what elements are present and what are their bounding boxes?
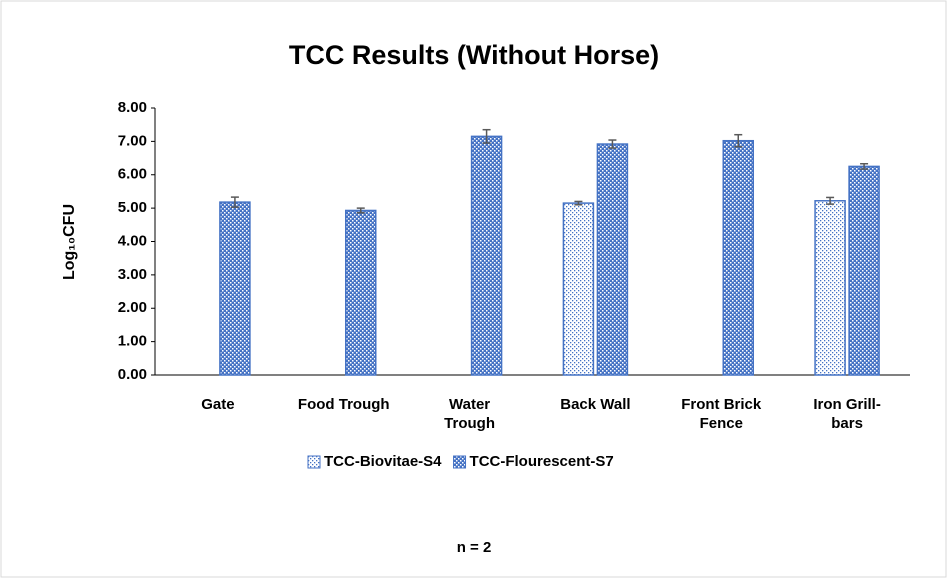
error-bar xyxy=(574,200,583,206)
y-tick-label: 8.00 xyxy=(118,99,147,116)
bar xyxy=(722,139,754,376)
x-tick-label: Gate xyxy=(201,396,235,413)
legend-label: TCC-Flourescent-S7 xyxy=(470,453,614,470)
error-bar xyxy=(482,128,491,144)
error-bar xyxy=(230,196,239,208)
legend-swatch xyxy=(453,455,467,469)
bar xyxy=(848,165,880,376)
x-tick-label: Front Brick Fence xyxy=(681,396,762,432)
error-bar xyxy=(356,207,365,214)
bar xyxy=(219,201,251,376)
y-tick-label: 1.00 xyxy=(118,333,147,350)
y-tick-label: 4.00 xyxy=(118,232,147,249)
error-bar xyxy=(860,162,869,170)
bar xyxy=(345,209,377,376)
y-axis-label: Log₁₀CFU xyxy=(61,204,78,280)
y-tick-label: 5.00 xyxy=(118,199,147,216)
y-tick-label: 7.00 xyxy=(118,132,147,149)
bar xyxy=(562,202,595,376)
x-tick-label: Water Trough xyxy=(444,396,495,432)
x-tick-label: Back Wall xyxy=(560,396,631,413)
error-bar xyxy=(608,139,617,149)
y-tick-label: 3.00 xyxy=(118,266,147,283)
x-tick-label: Iron Grill-bars xyxy=(813,396,881,432)
error-bar xyxy=(826,196,835,205)
legend-swatch xyxy=(307,455,321,469)
error-bar xyxy=(734,133,743,148)
bar xyxy=(814,200,846,376)
y-tick-label: 2.00 xyxy=(118,299,147,316)
annotation: n = 2 xyxy=(457,539,492,556)
bar xyxy=(596,143,629,376)
y-tick-label: 0.00 xyxy=(118,366,147,383)
y-tick-label: 6.00 xyxy=(118,166,147,183)
x-tick-label: Food Trough xyxy=(297,396,390,413)
legend-label: TCC-Biovitae-S4 xyxy=(324,453,442,470)
chart-title: TCC Results (Without Horse) xyxy=(289,40,659,70)
bar xyxy=(470,135,503,376)
